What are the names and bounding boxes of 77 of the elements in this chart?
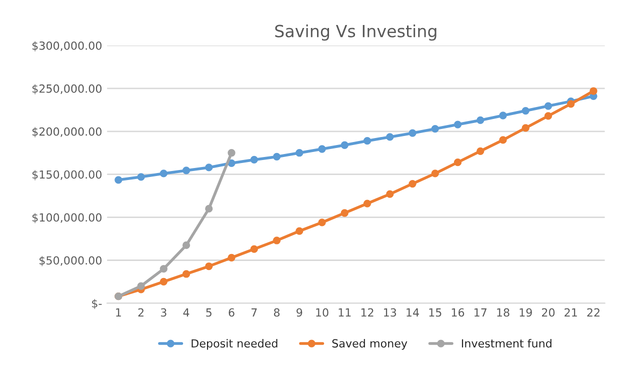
legend-label: Deposit needed bbox=[192, 338, 278, 350]
x-tick-label: 15 bbox=[429, 308, 442, 317]
point bbox=[182, 270, 190, 278]
point bbox=[431, 124, 439, 133]
x-tick-label: 5 bbox=[206, 308, 212, 317]
point bbox=[408, 129, 416, 137]
point bbox=[250, 245, 258, 253]
point bbox=[590, 87, 598, 95]
x-tick-label: 10 bbox=[316, 308, 328, 317]
point bbox=[228, 149, 236, 157]
point bbox=[476, 147, 484, 155]
point bbox=[272, 152, 281, 161]
x-tick-label: 12 bbox=[361, 308, 374, 317]
point bbox=[160, 278, 168, 286]
y-tick-label: $150,000.00 bbox=[32, 170, 102, 180]
point bbox=[386, 133, 394, 141]
point bbox=[340, 141, 348, 149]
x-tick-label: 6 bbox=[228, 308, 234, 317]
x-tick-label: 22 bbox=[587, 308, 600, 317]
point bbox=[454, 120, 462, 128]
point bbox=[272, 236, 281, 244]
point bbox=[544, 112, 552, 120]
point bbox=[160, 170, 168, 178]
point bbox=[228, 254, 236, 262]
x-tick-label: 13 bbox=[384, 308, 396, 317]
y-tick-label: $- bbox=[92, 298, 102, 310]
legend-label: Investment fund bbox=[462, 338, 552, 348]
x-tick-label: 20 bbox=[542, 308, 555, 317]
x-tick-label: 2 bbox=[138, 308, 144, 317]
point bbox=[544, 102, 552, 110]
x-tick-label: 19 bbox=[520, 308, 532, 317]
point bbox=[522, 106, 530, 115]
x-tick-label: 4 bbox=[183, 308, 190, 317]
point bbox=[137, 282, 145, 290]
point bbox=[499, 136, 507, 144]
point bbox=[408, 180, 416, 188]
point bbox=[431, 170, 439, 178]
y-tick-label: $50,000.00 bbox=[40, 256, 102, 266]
point bbox=[205, 262, 213, 270]
x-tick-label: 9 bbox=[296, 308, 302, 317]
y-tick-label: $300,000.00 bbox=[32, 41, 102, 52]
point bbox=[205, 204, 213, 213]
y-tick-label: $200,000.00 bbox=[32, 127, 102, 138]
x-tick-label: 16 bbox=[452, 308, 464, 317]
x-tick-label: 17 bbox=[474, 308, 486, 317]
x-tick-label: 11 bbox=[338, 308, 351, 317]
point bbox=[386, 190, 394, 198]
point bbox=[296, 149, 304, 157]
point bbox=[160, 265, 168, 273]
point bbox=[363, 137, 372, 145]
x-tick-label: 7 bbox=[252, 308, 257, 317]
legend-label: Saved money bbox=[332, 338, 408, 350]
chart-title: Saving Vs Investing bbox=[275, 24, 436, 41]
point bbox=[318, 145, 326, 153]
point bbox=[182, 166, 190, 174]
point bbox=[363, 200, 372, 208]
x-tick-label: 1 bbox=[116, 308, 121, 317]
point bbox=[250, 156, 258, 164]
x-tick-label: 8 bbox=[274, 308, 280, 317]
point bbox=[318, 218, 326, 226]
x-tick-label: 3 bbox=[160, 308, 166, 317]
point bbox=[522, 124, 530, 132]
point bbox=[340, 209, 348, 217]
y-tick-label: $250,000.00 bbox=[32, 84, 102, 94]
point bbox=[499, 112, 507, 120]
point bbox=[137, 173, 145, 181]
point bbox=[567, 100, 575, 108]
point bbox=[205, 164, 213, 172]
point bbox=[182, 241, 190, 250]
point bbox=[296, 227, 304, 235]
x-tick-label: 18 bbox=[497, 308, 510, 317]
point bbox=[454, 158, 462, 166]
x-tick-label: 21 bbox=[564, 308, 577, 317]
y-tick-label: $100,000.00 bbox=[32, 213, 102, 224]
x-tick-label: 14 bbox=[406, 308, 419, 317]
point bbox=[114, 176, 122, 184]
point bbox=[476, 116, 484, 124]
